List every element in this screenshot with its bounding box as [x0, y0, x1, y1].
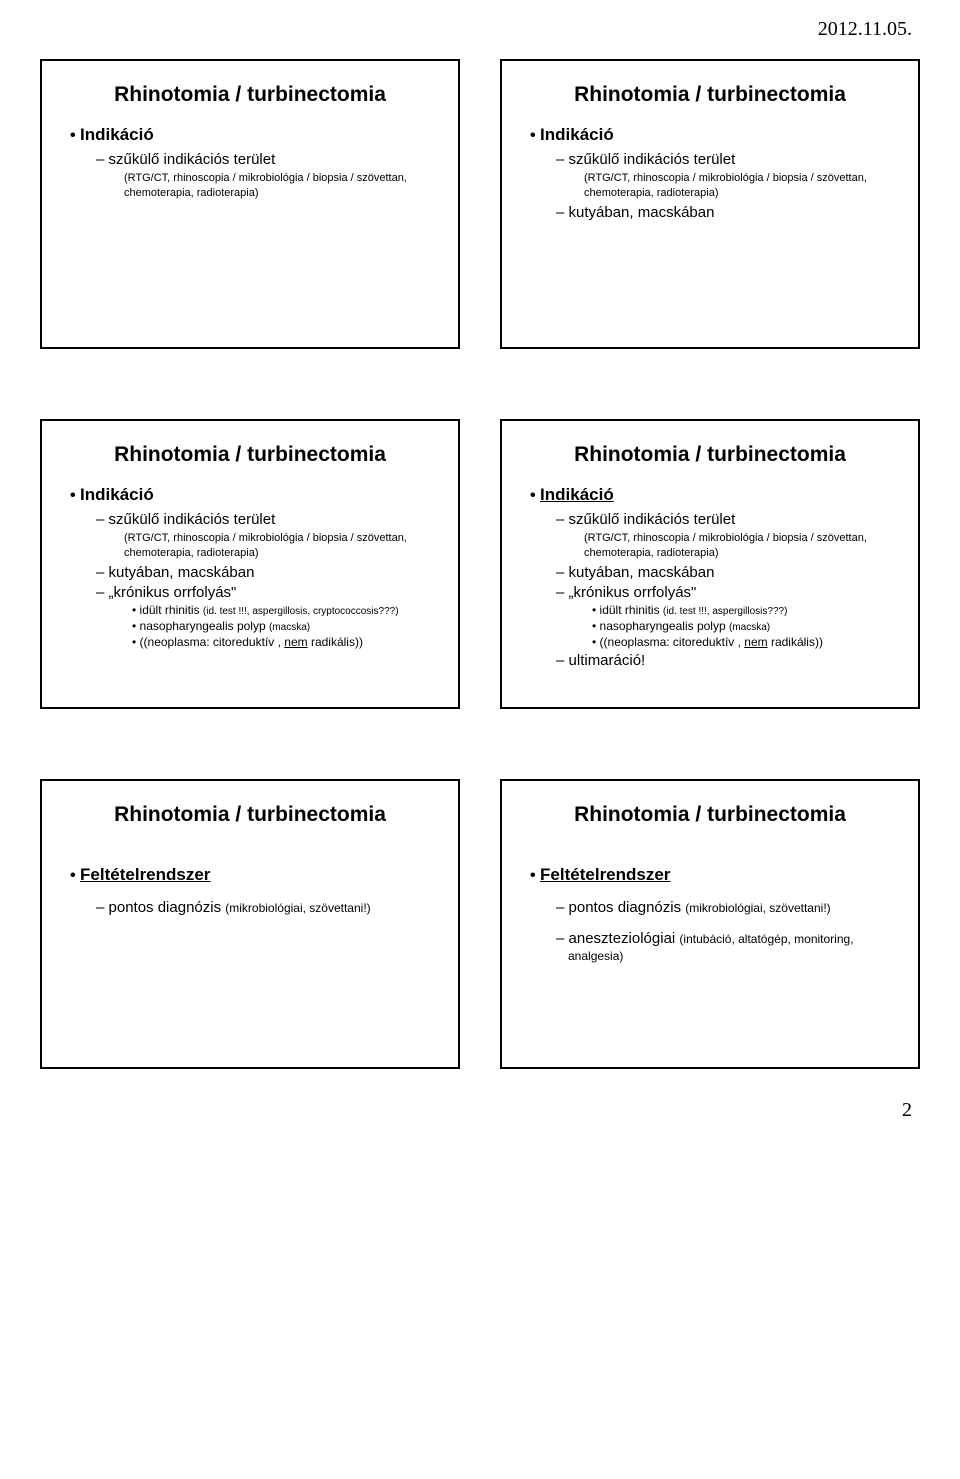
paren-text: (RTG/CT, rhinoscopia / mikrobiológia / b… — [96, 171, 430, 201]
text: radikális)) — [308, 635, 363, 649]
paren-text: (RTG/CT, rhinoscopia / mikrobiológia / b… — [556, 171, 890, 201]
bullet-level3: idült rhinitis (id. test !!!, aspergillo… — [592, 603, 890, 617]
text: ((neoplasma: citoreduktív , — [140, 635, 285, 649]
bullet-level2: szűkülő indikációs terület — [96, 151, 430, 168]
heading-text: Feltételrendszer — [80, 865, 210, 884]
bullet-level1: Feltételrendszer pontos diagnózis (mikro… — [530, 865, 890, 964]
slide-3: Rhinotomia / turbinectomia Indikáció szű… — [40, 419, 460, 709]
slide-title: Rhinotomia / turbinectomia — [530, 443, 890, 467]
text-underline: nem — [744, 635, 767, 649]
text-underline: nem — [284, 635, 307, 649]
text: idült rhinitis — [600, 603, 663, 617]
slide-1: Rhinotomia / turbinectomia Indikáció szű… — [40, 59, 460, 349]
bullet-level2: szűkülő indikációs terület — [96, 511, 430, 528]
bullet-level3: ((neoplasma: citoreduktív , nem radikáli… — [592, 635, 890, 649]
bullet-level3: nasopharyngealis polyp (macska) — [132, 619, 430, 633]
bullet-level1: Indikáció szűkülő indikációs terület (RT… — [70, 125, 430, 201]
heading-text: Feltételrendszer — [540, 865, 670, 884]
bullet-level2: pontos diagnózis (mikrobiológiai, szövet… — [96, 899, 430, 916]
text: pontos diagnózis — [569, 899, 686, 916]
text-small: (macska) — [729, 622, 770, 633]
slide-5: Rhinotomia / turbinectomia Feltételrends… — [40, 779, 460, 1069]
text: idült rhinitis — [140, 603, 203, 617]
bullet-level2: kutyában, macskában — [556, 564, 890, 581]
bullet-level1: Indikáció szűkülő indikációs terület (RT… — [530, 485, 890, 669]
bullet-level2: kutyában, macskában — [556, 204, 890, 221]
page-number: 2 — [40, 1099, 920, 1122]
bullet-level2: pontos diagnózis (mikrobiológiai, szövet… — [556, 899, 890, 916]
text: nasopharyngealis polyp — [140, 619, 269, 633]
text-small: (macska) — [269, 622, 310, 633]
heading-text: Indikáció — [540, 485, 614, 504]
bullet-level1: Indikáció szűkülő indikációs terület (RT… — [530, 125, 890, 221]
text: ((neoplasma: citoreduktív , — [600, 635, 745, 649]
bullet-level2: „krónikus orrfolyás" idült rhinitis (id.… — [556, 584, 890, 649]
bullet-level1: Feltételrendszer pontos diagnózis (mikro… — [70, 865, 430, 916]
paren-text: (RTG/CT, rhinoscopia / mikrobiológia / b… — [556, 531, 890, 561]
page: 2012.11.05. Rhinotomia / turbinectomia I… — [0, 0, 960, 1152]
bullet-level2: szűkülő indikációs terület — [556, 151, 890, 168]
bullet-level2: „krónikus orrfolyás" idült rhinitis (id.… — [96, 584, 430, 649]
bullet-level1: Indikáció szűkülő indikációs terület (RT… — [70, 485, 430, 649]
slide-2: Rhinotomia / turbinectomia Indikáció szű… — [500, 59, 920, 349]
bullet-level2: szűkülő indikációs terület — [556, 511, 890, 528]
bullet-level3: ((neoplasma: citoreduktív , nem radikáli… — [132, 635, 430, 649]
text: aneszteziológiai — [569, 930, 680, 947]
text: pontos diagnózis — [109, 899, 226, 916]
text-small: (id. test !!!, aspergillosis, cryptococc… — [203, 606, 399, 617]
text: nasopharyngealis polyp — [600, 619, 729, 633]
text: „krónikus orrfolyás" — [569, 584, 697, 601]
text-small: (id. test !!!, aspergillosis???) — [663, 606, 788, 617]
heading-text: Indikáció — [80, 485, 154, 504]
paren-text: (RTG/CT, rhinoscopia / mikrobiológia / b… — [96, 531, 430, 561]
slide-grid: Rhinotomia / turbinectomia Indikáció szű… — [40, 59, 920, 1069]
text-small: (mikrobiológiai, szövettani!) — [685, 901, 830, 915]
text: „krónikus orrfolyás" — [109, 584, 237, 601]
slide-title: Rhinotomia / turbinectomia — [530, 83, 890, 107]
slide-title: Rhinotomia / turbinectomia — [70, 443, 430, 467]
heading-text: Indikáció — [80, 125, 154, 144]
bullet-level2: aneszteziológiai (intubáció, altatógép, … — [556, 930, 890, 964]
heading-text: Indikáció — [540, 125, 614, 144]
slide-title: Rhinotomia / turbinectomia — [530, 803, 890, 827]
slide-title: Rhinotomia / turbinectomia — [70, 803, 430, 827]
bullet-level2: ultimaráció! — [556, 652, 890, 669]
slide-6: Rhinotomia / turbinectomia Feltételrends… — [500, 779, 920, 1069]
text: radikális)) — [768, 635, 823, 649]
page-date: 2012.11.05. — [40, 18, 920, 41]
bullet-level3: nasopharyngealis polyp (macska) — [592, 619, 890, 633]
bullet-level2: kutyában, macskában — [96, 564, 430, 581]
bullet-level3: idült rhinitis (id. test !!!, aspergillo… — [132, 603, 430, 617]
slide-title: Rhinotomia / turbinectomia — [70, 83, 430, 107]
slide-4: Rhinotomia / turbinectomia Indikáció szű… — [500, 419, 920, 709]
text-small: (mikrobiológiai, szövettani!) — [225, 901, 370, 915]
